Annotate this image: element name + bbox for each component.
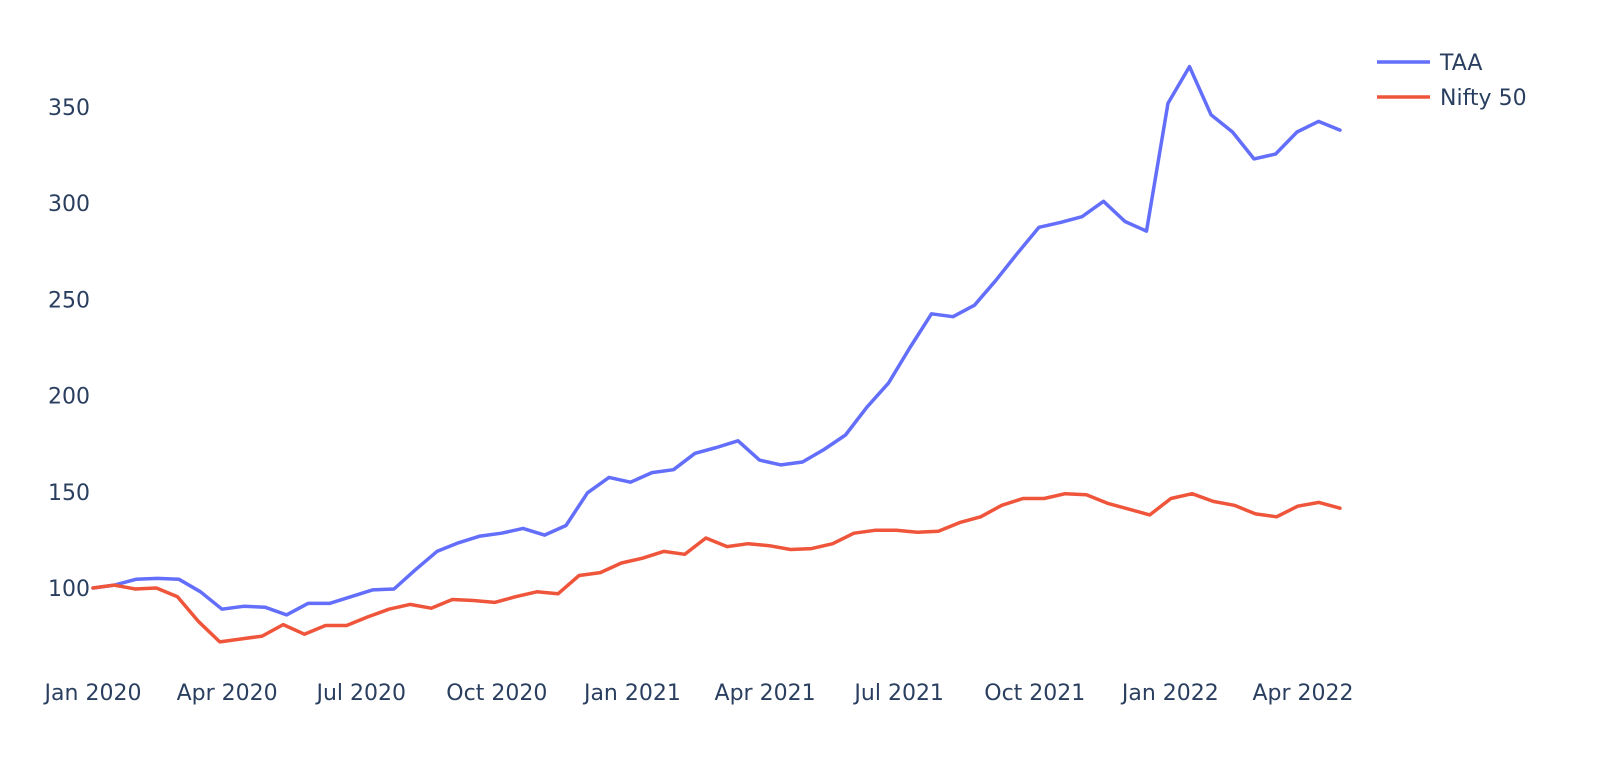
y-tick-label: 150	[48, 481, 90, 506]
x-tick-label: Jul 2021	[852, 681, 944, 706]
y-tick-label: 350	[48, 96, 90, 121]
legend-item[interactable]: Nifty 50	[1377, 86, 1527, 111]
x-tick-label: Oct 2020	[446, 681, 547, 706]
y-tick-label: 200	[48, 385, 90, 410]
y-tick-label: 300	[48, 192, 90, 217]
x-tick-label: Apr 2022	[1252, 681, 1353, 706]
x-tick-label: Apr 2021	[715, 681, 816, 706]
x-tick-label: Apr 2020	[177, 681, 278, 706]
x-tick-label: Jan 2022	[1120, 681, 1219, 706]
series-lines	[91, 64, 1342, 644]
x-tick-label: Jan 2020	[43, 681, 142, 706]
y-tick-label: 250	[48, 288, 90, 313]
series-line-nifty-50	[91, 491, 1342, 644]
y-axis-ticks: 100 150 200 250 300 350	[48, 96, 90, 602]
series-line-taa	[91, 64, 1342, 617]
legend-label: Nifty 50	[1440, 86, 1527, 111]
x-tick-label: Jul 2020	[314, 681, 406, 706]
legend[interactable]: TAA Nifty 50	[1377, 51, 1527, 111]
x-axis-ticks: Jan 2020 Apr 2020 Jul 2020 Oct 2020 Jan 2021…	[43, 681, 1354, 706]
x-tick-label: Oct 2021	[984, 681, 1085, 706]
legend-label: TAA	[1439, 51, 1482, 76]
legend-item[interactable]: TAA	[1377, 51, 1482, 76]
y-tick-label: 100	[48, 577, 90, 602]
x-tick-label: Jan 2021	[582, 681, 681, 706]
